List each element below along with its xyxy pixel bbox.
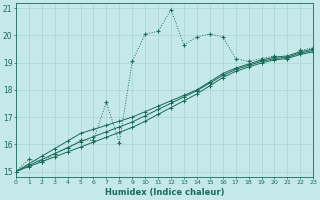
X-axis label: Humidex (Indice chaleur): Humidex (Indice chaleur) xyxy=(105,188,224,197)
